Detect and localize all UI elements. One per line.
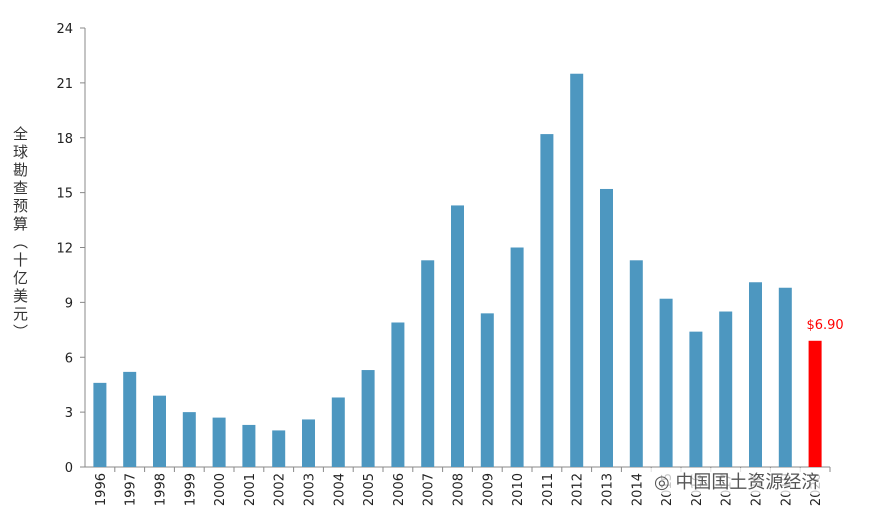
- x-tick-label: 2009: [481, 473, 496, 506]
- bar: [689, 331, 703, 467]
- x-tick-label: 1999: [183, 473, 198, 506]
- bar: [391, 322, 405, 467]
- x-tick-label: 2014: [630, 473, 645, 506]
- x-tick-label: 2001: [243, 473, 258, 506]
- bar: [600, 188, 613, 467]
- x-tick-label: 2013: [601, 473, 616, 506]
- x-tick-label: 1996: [94, 473, 109, 506]
- bar: [629, 260, 643, 467]
- x-tick-label: 2012: [571, 473, 586, 506]
- x-tick-label: 2003: [303, 473, 318, 506]
- bar: [480, 313, 494, 467]
- bar: [540, 134, 554, 467]
- x-tick-label: 2002: [273, 473, 288, 506]
- bar: [570, 73, 584, 468]
- watermark: ◎ 中国国土资源经济: [650, 468, 824, 494]
- bar: [331, 397, 345, 467]
- watermark-text: 中国国土资源经济: [675, 472, 820, 493]
- x-tick-label: 2005: [362, 473, 377, 506]
- bar: [212, 417, 226, 467]
- x-tick-label: 1997: [124, 473, 139, 506]
- watermark-icon: ◎: [654, 472, 676, 493]
- bar: [451, 205, 464, 467]
- bar: [659, 298, 673, 467]
- bar: [778, 287, 792, 467]
- bar: [361, 370, 375, 467]
- y-tick-label: 12: [56, 242, 73, 257]
- x-tick-label: 2011: [541, 473, 556, 506]
- bar: [93, 382, 107, 467]
- bar: [749, 282, 762, 467]
- x-tick-label: 2004: [332, 473, 347, 506]
- bar: [242, 424, 256, 467]
- bar: [302, 419, 315, 467]
- x-tick-label: 2008: [452, 473, 467, 506]
- y-tick-label: 0: [65, 461, 73, 476]
- bar: [272, 430, 286, 467]
- bar: [510, 247, 524, 467]
- bar: [182, 412, 196, 467]
- value-label: $6.90: [806, 318, 843, 333]
- y-tick-label: 9: [65, 296, 73, 311]
- x-tick-label: 2000: [213, 473, 228, 506]
- y-tick-label: 3: [65, 406, 73, 421]
- x-tick-label: 2007: [422, 473, 437, 506]
- y-tick-label: 15: [56, 187, 73, 202]
- y-tick-label: 18: [56, 132, 73, 147]
- bar: [153, 395, 166, 467]
- bar: [719, 311, 733, 467]
- bar: [421, 260, 435, 467]
- y-tick-label: 21: [56, 77, 73, 92]
- x-tick-label: 2006: [392, 473, 407, 506]
- x-tick-label: 1998: [154, 473, 169, 506]
- x-tick-label: 2010: [511, 473, 526, 506]
- y-tick-label: 6: [65, 351, 73, 366]
- y-axis-label: 全球勘查预算（十亿美元）: [11, 126, 29, 342]
- bar: [123, 371, 137, 467]
- y-tick-label: 24: [56, 22, 73, 37]
- bar: [808, 340, 822, 467]
